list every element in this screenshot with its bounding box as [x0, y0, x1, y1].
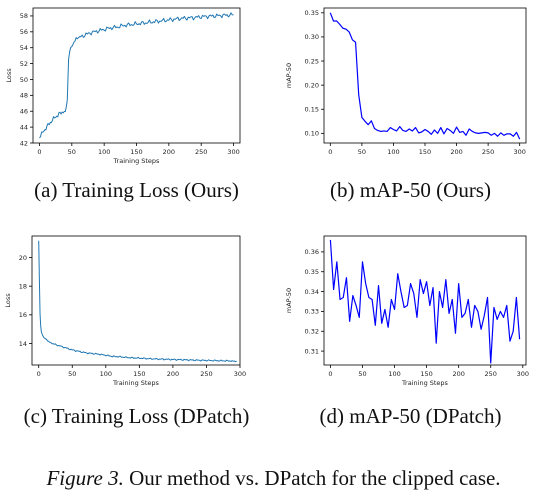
chart-panel-d: 0 50 100 150 200 250 300 0.31 0.32 0.33 0.34 0.35 0.… — [274, 228, 547, 396]
chart-panel-c: 0 50 100 150 200 250 300 14 16 18 20 Training Steps… — [0, 228, 273, 396]
y-tick-label: 14 — [19, 340, 27, 348]
axes-frame — [323, 7, 527, 144]
x-tick-label: 200 — [450, 148, 462, 156]
y-tick-label: 0.35 — [305, 9, 319, 17]
y-axis-label: Loss — [4, 293, 12, 308]
x-tick-label: 100 — [100, 370, 112, 378]
x-axis-label: Training Steps — [113, 157, 161, 165]
x-tick-label: 250 — [200, 370, 212, 378]
y-tick-label: 0.31 — [305, 347, 319, 355]
series-line — [329, 12, 521, 140]
chart-panel-b: 0 50 100 150 200 250 300 0.10 0.15 0.20 0.25 0.30 0.… — [274, 0, 547, 170]
x-tick-label: 200 — [167, 370, 179, 378]
chart-map50-dpatch: 0 50 100 150 200 250 300 0.31 0.32 0.33 0.34 0.35 0.… — [285, 235, 529, 387]
y-tick-label: 0.20 — [305, 81, 319, 89]
x-tick-label: 300 — [227, 148, 239, 156]
x-tick-label: 50 — [68, 370, 76, 378]
x-tick-label: 100 — [98, 148, 110, 156]
y-tick-label: 0.35 — [305, 268, 319, 276]
y-tick-label: 52 — [20, 60, 28, 68]
x-tick-label: 100 — [387, 148, 399, 156]
figure-caption: Figure 3. Our method vs. DPatch for the … — [0, 466, 547, 491]
x-axis-label: Training Steps — [112, 379, 160, 387]
y-tick-label: 20 — [19, 254, 27, 262]
panel-caption-c: (c) Training Loss (DPatch) — [23, 404, 250, 428]
y-tick-label: 0.36 — [305, 248, 319, 256]
axes-frame — [31, 235, 241, 366]
series-line — [39, 12, 234, 139]
x-tick-label: 0 — [328, 370, 332, 378]
y-tick-label: 0.25 — [305, 57, 319, 65]
x-tick-label: 0 — [37, 148, 41, 156]
y-tick-label: 54 — [20, 44, 28, 52]
panel-caption-a: (a) Training Loss (Ours) — [34, 178, 239, 202]
panel-caption-d: (d) mAP-50 (DPatch) — [319, 404, 502, 428]
x-tick-label: 150 — [130, 148, 142, 156]
x-tick-label: 300 — [234, 370, 246, 378]
series-line — [329, 239, 521, 364]
x-tick-label: 50 — [358, 148, 366, 156]
x-tick-label: 200 — [163, 148, 175, 156]
y-tick-label: 0.30 — [305, 33, 319, 41]
y-tick-label: 58 — [20, 12, 28, 20]
y-tick-label: 56 — [20, 28, 28, 36]
x-tick-label: 150 — [133, 370, 145, 378]
x-tick-label: 150 — [420, 370, 432, 378]
x-tick-label: 250 — [482, 148, 494, 156]
y-tick-label: 0.34 — [305, 288, 319, 296]
x-tick-label: 50 — [358, 370, 366, 378]
y-tick-label: 46 — [20, 108, 28, 116]
y-tick-label: 16 — [19, 311, 27, 319]
y-tick-label: 0.15 — [305, 106, 319, 114]
x-tick-label: 0 — [328, 148, 332, 156]
y-axis-label: mAP-50 — [285, 288, 293, 313]
panel-caption-b: (b) mAP-50 (Ours) — [330, 178, 491, 202]
y-tick-label: 44 — [20, 123, 28, 131]
y-tick-label: 0.10 — [305, 130, 319, 138]
y-axis-label: Loss — [5, 68, 13, 83]
series-line — [38, 240, 237, 363]
figure-caption-label: Figure 3. — [46, 466, 124, 490]
x-tick-label: 50 — [68, 148, 76, 156]
axes-frame — [323, 235, 527, 366]
x-tick-label: 0 — [37, 370, 41, 378]
chart-panel-a: 0 50 100 150 200 250 300 42 44 46 48 50 52 54 56 58 Trai… — [0, 0, 273, 170]
x-tick-label: 250 — [485, 370, 497, 378]
x-tick-label: 250 — [195, 148, 207, 156]
x-axis-label: Training Steps — [401, 379, 449, 387]
figure-caption-text: Our method vs. DPatch for the clipped ca… — [129, 466, 501, 490]
x-tick-label: 200 — [452, 370, 464, 378]
x-tick-label: 100 — [388, 370, 400, 378]
chart-training-loss-dpatch: 0 50 100 150 200 250 300 14 16 18 20 Training Steps… — [4, 235, 246, 387]
axes-frame — [32, 7, 241, 144]
y-tick-label: 0.33 — [305, 308, 319, 316]
y-tick-label: 0.32 — [305, 328, 319, 336]
y-tick-label: 18 — [19, 282, 27, 290]
y-tick-label: 50 — [20, 76, 28, 84]
x-tick-label: 300 — [513, 148, 525, 156]
x-tick-label: 300 — [517, 370, 529, 378]
y-tick-label: 42 — [20, 139, 28, 147]
y-tick-label: 48 — [20, 92, 28, 100]
chart-map50-ours: 0 50 100 150 200 250 300 0.10 0.15 0.20 0.25 0.30 0.… — [285, 7, 527, 156]
x-tick-label: 150 — [419, 148, 431, 156]
y-axis-label: mAP-50 — [285, 63, 293, 88]
chart-training-loss-ours: 0 50 100 150 200 250 300 42 44 46 48 50 52 54 56 58 Trai… — [5, 7, 241, 165]
